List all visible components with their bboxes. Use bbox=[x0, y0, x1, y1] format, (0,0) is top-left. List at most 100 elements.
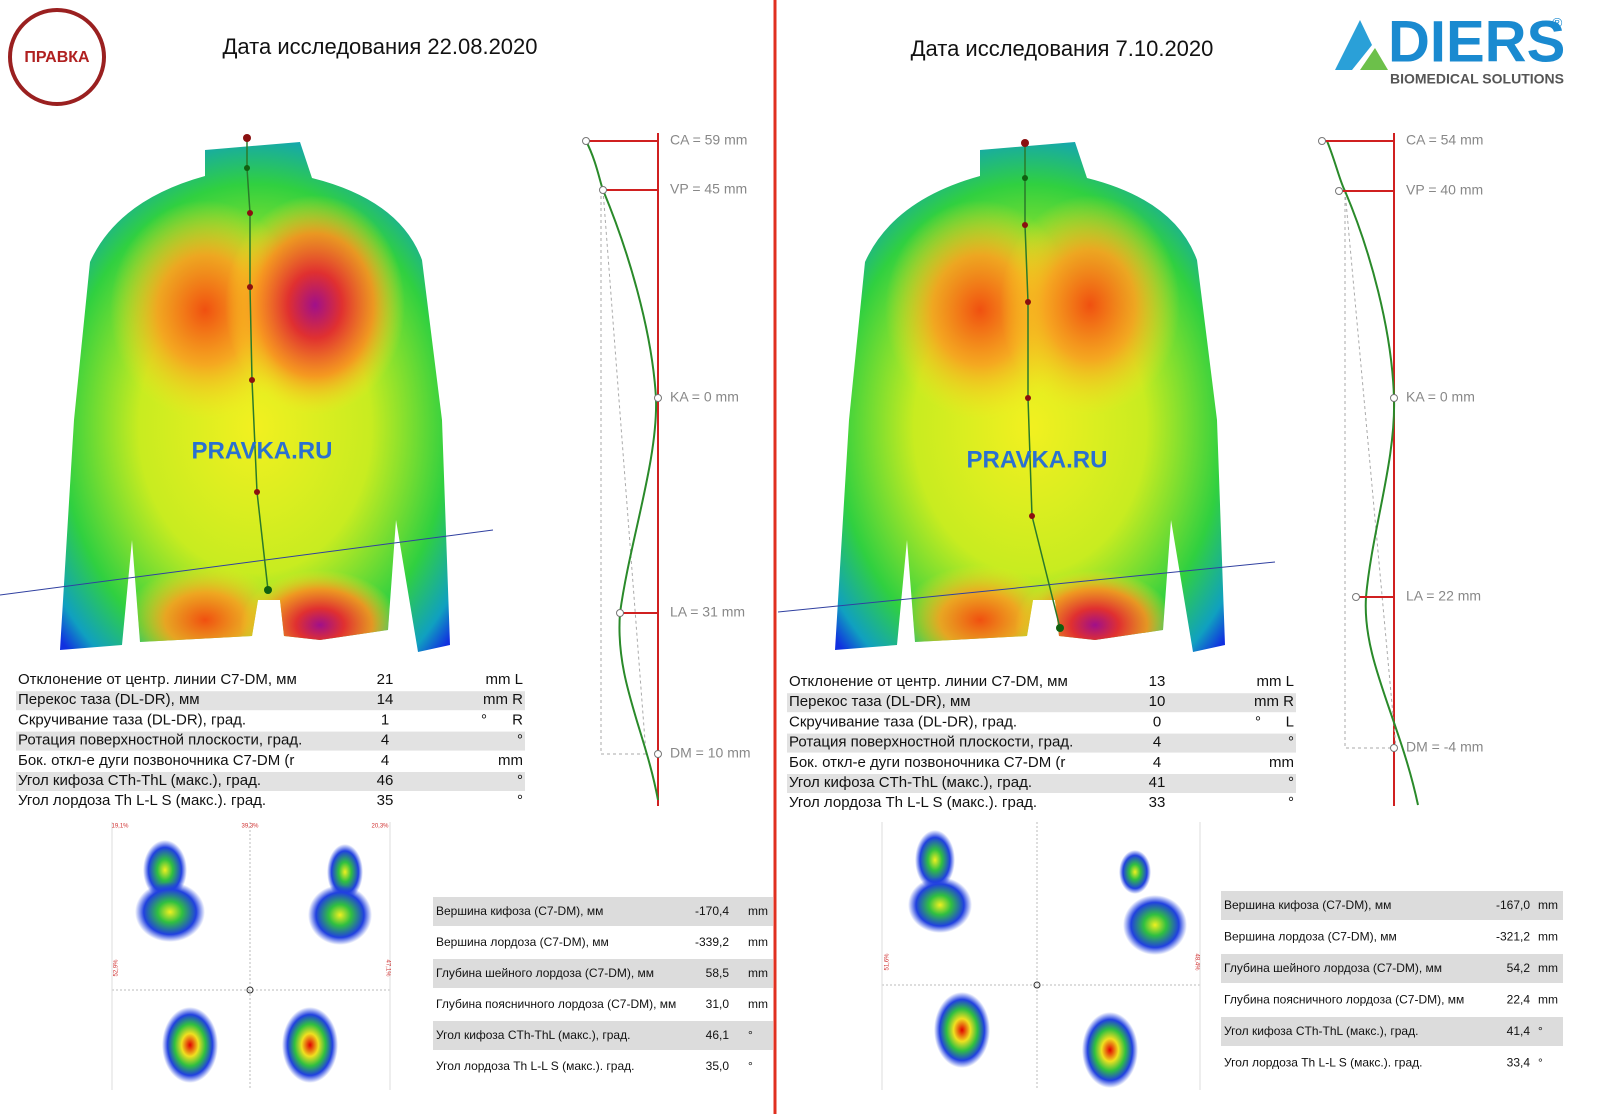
profile-point bbox=[1318, 137, 1326, 145]
back-heatmap bbox=[835, 142, 1225, 652]
stat-side: R bbox=[512, 711, 523, 728]
profile-point bbox=[1352, 593, 1360, 601]
stat-value: 41 bbox=[1149, 774, 1166, 791]
stat-label: Перекос таза (DL-DR), мм bbox=[789, 693, 971, 710]
table-row-bg bbox=[1221, 891, 1563, 920]
profile-label: KA = 0 mm bbox=[1406, 389, 1475, 405]
stat-unit: mm L bbox=[1257, 673, 1295, 690]
stat-unit: ° bbox=[481, 711, 487, 728]
badge-circle bbox=[8, 8, 106, 106]
spine-point bbox=[249, 377, 255, 383]
stat-unit: mm bbox=[1269, 754, 1294, 771]
stat-value: 46 bbox=[377, 772, 394, 789]
spine-point bbox=[1022, 222, 1028, 228]
table-row-bg bbox=[787, 733, 1296, 753]
summary-label: Глубина поясничного лордоза (C7-DM), мм bbox=[436, 997, 676, 1011]
heat-blob bbox=[240, 570, 400, 652]
stat-label: Бок. откл-е дуги позвоночника C7-DM (r bbox=[789, 754, 1065, 771]
table-row-bg bbox=[16, 772, 525, 791]
profile-point bbox=[654, 750, 662, 758]
heat-blob bbox=[900, 565, 1060, 652]
profile-point bbox=[1390, 394, 1398, 402]
spine-point bbox=[1021, 139, 1029, 147]
stat-value: 10 bbox=[1149, 693, 1166, 710]
foot-pressure bbox=[308, 885, 372, 945]
stat-label: Перекос таза (DL-DR), мм bbox=[18, 691, 200, 708]
foot-label: 51,6% bbox=[885, 953, 891, 971]
foot-pressure bbox=[1119, 850, 1151, 894]
stat-value: 21 bbox=[377, 671, 394, 688]
watermark: PRAVKA.RU bbox=[967, 446, 1108, 473]
spine-point bbox=[1056, 624, 1064, 632]
spine-point bbox=[247, 284, 253, 290]
summary-value: 46,1 bbox=[706, 1028, 730, 1042]
stat-label: Скручивание таза (DL-DR), град. bbox=[18, 711, 246, 728]
table-row-bg bbox=[787, 693, 1296, 713]
profile-point bbox=[1335, 187, 1343, 195]
heat-blob bbox=[1015, 570, 1175, 652]
logo-registered: ® bbox=[1552, 15, 1563, 31]
stat-label: Ротация поверхностной плоскости, град. bbox=[789, 734, 1073, 751]
spine-point bbox=[247, 210, 253, 216]
date-title: Дата исследования 22.08.2020 bbox=[222, 34, 537, 59]
profile-dash bbox=[600, 189, 647, 755]
summary-label: Вершина кифоза (C7-DM), мм bbox=[1224, 898, 1391, 912]
foot-pressure bbox=[1123, 895, 1187, 955]
badge-text: ПРАВКА bbox=[24, 49, 90, 66]
summary-label: Вершина лордоза (C7-DM), мм bbox=[436, 935, 609, 949]
spine-point bbox=[1029, 513, 1035, 519]
summary-value: 35,0 bbox=[706, 1059, 730, 1073]
foot-label: 48,4% bbox=[1193, 953, 1199, 971]
summary-label: Глубина шейного лордоза (C7-DM), мм bbox=[1224, 961, 1442, 975]
stat-value: 4 bbox=[381, 732, 389, 749]
summary-unit: ° bbox=[748, 1028, 753, 1042]
profile-label: KA = 0 mm bbox=[670, 389, 739, 405]
logo-brand: DIERS bbox=[1388, 9, 1565, 74]
profile-dash bbox=[1344, 190, 1397, 749]
stat-unit: ° bbox=[1288, 794, 1294, 811]
summary-label: Глубина шейного лордоза (C7-DM), мм bbox=[436, 966, 654, 980]
foot-label: 39,3% bbox=[241, 824, 259, 830]
stat-side: L bbox=[1286, 713, 1294, 730]
summary-unit: mm bbox=[748, 935, 768, 949]
summary-unit: mm bbox=[1538, 898, 1558, 912]
logo-mark bbox=[1335, 20, 1372, 70]
summary-value: -321,2 bbox=[1496, 930, 1530, 944]
stat-unit: mm L bbox=[486, 671, 524, 688]
spine-point bbox=[264, 586, 272, 594]
logo-tagline: BIOMEDICAL SOLUTIONS bbox=[1390, 71, 1564, 87]
foot-pressure bbox=[135, 882, 205, 942]
summary-unit: mm bbox=[748, 904, 768, 918]
summary-unit: mm bbox=[1538, 961, 1558, 975]
profile-point bbox=[654, 394, 662, 402]
foot-label: 20,3% bbox=[371, 824, 389, 830]
profile-label: VP = 45 mm bbox=[670, 181, 747, 197]
summary-unit: mm bbox=[1538, 993, 1558, 1007]
stat-value: 4 bbox=[1153, 754, 1161, 771]
foot-pressure bbox=[915, 830, 955, 890]
profile-curve bbox=[1326, 140, 1419, 806]
spine-point bbox=[1025, 299, 1031, 305]
summary-value: 22,4 bbox=[1507, 993, 1531, 1007]
profile-label: LA = 31 mm bbox=[670, 604, 745, 620]
foot-pressure bbox=[162, 1007, 218, 1083]
heatmap-clip bbox=[60, 142, 450, 652]
stat-unit: mm R bbox=[483, 691, 523, 708]
foot-pressure bbox=[934, 992, 990, 1068]
stat-label: Ротация поверхностной плоскости, град. bbox=[18, 732, 302, 749]
stat-unit: ° bbox=[1288, 734, 1294, 751]
spine-point bbox=[1025, 395, 1031, 401]
watermark: PRAVKA.RU bbox=[192, 437, 333, 464]
stat-label: Угол кифоза CTh-ThL (макс.), град. bbox=[18, 772, 261, 789]
summary-unit: ° bbox=[1538, 1024, 1543, 1038]
logo-mark bbox=[1360, 48, 1388, 70]
profile-curve bbox=[585, 140, 659, 801]
stat-value: 35 bbox=[377, 792, 394, 809]
stat-unit: ° bbox=[517, 772, 523, 789]
stat-unit: ° bbox=[517, 732, 523, 749]
profile-point bbox=[616, 609, 624, 617]
summary-value: 41,4 bbox=[1507, 1024, 1531, 1038]
table-row-bg bbox=[433, 1021, 773, 1050]
summary-value: 31,0 bbox=[706, 997, 730, 1011]
